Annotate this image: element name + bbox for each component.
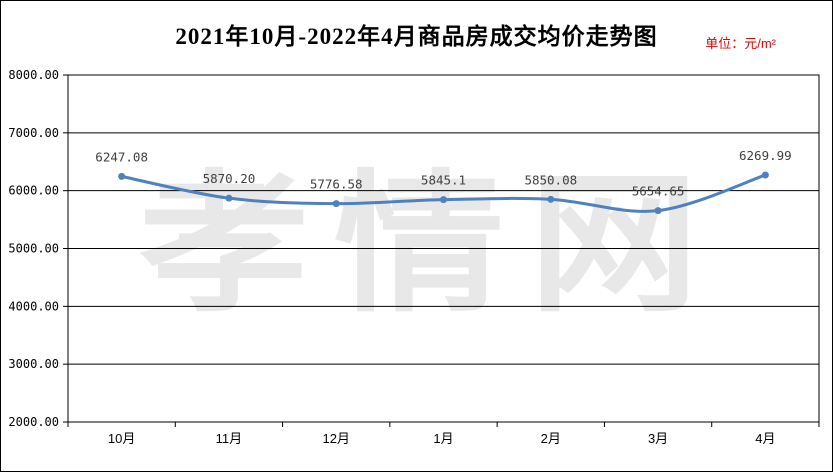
data-label: 6269.99 bbox=[739, 148, 792, 163]
data-point bbox=[761, 171, 769, 179]
data-label: 5845.1 bbox=[421, 173, 466, 188]
data-label: 5850.08 bbox=[524, 172, 577, 187]
data-label: 5776.58 bbox=[310, 177, 363, 192]
data-point bbox=[547, 195, 555, 203]
x-tick-label: 11月 bbox=[216, 431, 243, 446]
y-tick-label: 4000.00 bbox=[8, 299, 59, 313]
y-tick-label: 2000.00 bbox=[8, 415, 59, 429]
chart-title: 2021年10月-2022年4月商品房成交均价走势图 bbox=[175, 24, 658, 49]
y-tick-label: 7000.00 bbox=[8, 126, 59, 140]
y-tick-label: 3000.00 bbox=[8, 357, 59, 371]
x-tick-label: 4月 bbox=[755, 431, 775, 446]
data-label: 5870.20 bbox=[203, 171, 256, 186]
unit-label: 单位：元/m² bbox=[705, 36, 776, 51]
data-point bbox=[225, 194, 233, 202]
x-tick-label: 2月 bbox=[541, 431, 561, 446]
y-tick-label: 6000.00 bbox=[8, 184, 59, 198]
y-tick-label: 5000.00 bbox=[8, 242, 59, 256]
data-label: 5654.65 bbox=[632, 184, 685, 199]
data-point bbox=[332, 200, 340, 208]
data-point bbox=[654, 207, 662, 215]
x-tick-label: 1月 bbox=[433, 431, 453, 446]
x-tick-label: 3月 bbox=[648, 431, 668, 446]
watermark-text: 孝情网 bbox=[139, 160, 724, 330]
y-tick-label: 8000.00 bbox=[8, 68, 59, 82]
data-point bbox=[118, 172, 126, 180]
data-point bbox=[440, 196, 447, 204]
data-label: 6247.08 bbox=[95, 149, 148, 164]
x-tick-label: 10月 bbox=[108, 431, 135, 446]
x-tick-label: 12月 bbox=[322, 431, 349, 446]
